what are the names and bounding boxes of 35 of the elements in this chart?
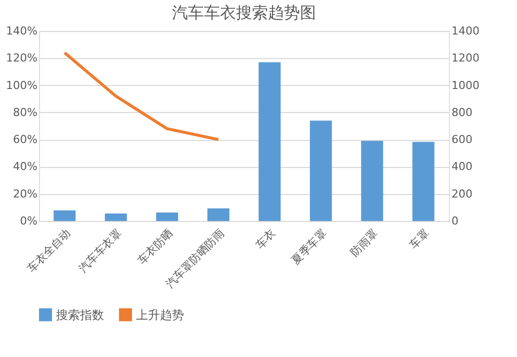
bar bbox=[361, 140, 384, 221]
bar bbox=[54, 210, 76, 221]
y-tick-label: 0% bbox=[20, 214, 38, 228]
y-tick-label: 120% bbox=[6, 52, 38, 65]
y2-tick-label: 1200 bbox=[452, 52, 480, 65]
line-series bbox=[63, 51, 220, 142]
y2-tick-label: 1000 bbox=[452, 78, 480, 92]
y2-tick-label: 0 bbox=[452, 214, 458, 228]
y2-tick-label: 800 bbox=[452, 106, 472, 119]
x-tick-label: 车衣全自动 bbox=[25, 226, 74, 275]
y2-tick-label: 600 bbox=[452, 133, 472, 146]
bar bbox=[104, 214, 127, 221]
chart-title: 汽车车衣搜索趋势图 bbox=[172, 3, 316, 22]
y-tick-label: 140% bbox=[6, 24, 38, 38]
x-tick-label: 车罩 bbox=[407, 226, 432, 252]
bar bbox=[412, 142, 434, 221]
y2-tick-label: 400 bbox=[452, 160, 472, 174]
y-tick-label: 80% bbox=[13, 106, 38, 119]
legend-label: 上升趋势 bbox=[136, 308, 184, 322]
x-tick-label: 防雨罩 bbox=[348, 226, 381, 260]
bar bbox=[310, 120, 332, 221]
y-tick-label: 60% bbox=[13, 133, 38, 146]
y-tick-label: 20% bbox=[13, 187, 38, 200]
bar bbox=[258, 62, 281, 221]
x-tick-label: 夏季车罩 bbox=[289, 226, 330, 268]
x-tick-label: 汽车车衣罩 bbox=[76, 226, 124, 275]
y2-tick-label: 1400 bbox=[452, 24, 480, 38]
x-tick-label: 车衣 bbox=[253, 226, 278, 252]
x-tick-label: 车衣防晒 bbox=[135, 226, 176, 268]
y-tick-label: 40% bbox=[13, 160, 38, 174]
y-tick-label: 100% bbox=[6, 78, 38, 92]
bar bbox=[156, 212, 178, 221]
bar bbox=[207, 208, 230, 221]
y2-tick-label: 200 bbox=[452, 187, 472, 200]
legend-label: 搜索指数 bbox=[56, 308, 104, 322]
